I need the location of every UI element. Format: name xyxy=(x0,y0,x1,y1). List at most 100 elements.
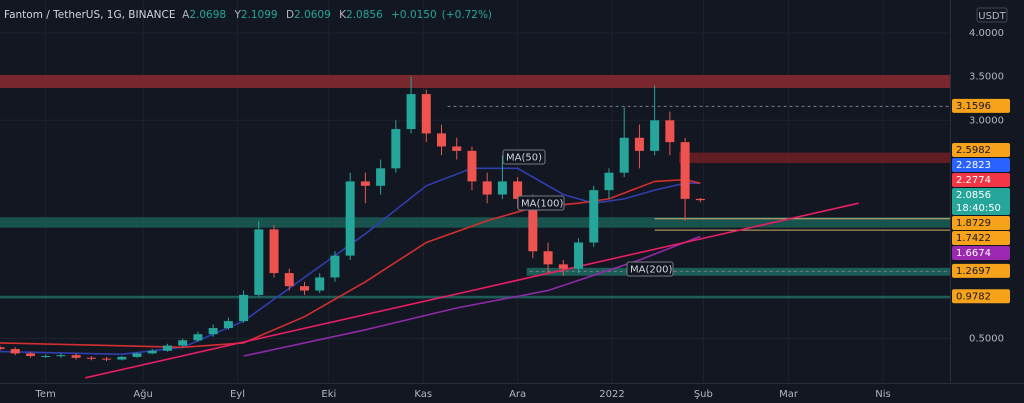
price-label: 2.0856 18:40:50 xyxy=(952,187,1010,215)
zone xyxy=(679,152,950,164)
moving-average xyxy=(0,178,701,349)
candle-body xyxy=(86,357,96,359)
ma-label-text: MA(200) xyxy=(630,265,672,276)
price-label-text: 2.2774 xyxy=(956,175,991,186)
candle-body xyxy=(208,328,218,335)
candle-body xyxy=(604,172,614,191)
currency-box[interactable] xyxy=(976,7,1008,23)
candle-body xyxy=(315,277,325,291)
candle-body xyxy=(558,264,568,269)
price-label-text: 1.7422 xyxy=(956,233,991,244)
candle-body xyxy=(147,350,157,354)
price-label-text: 2.2823 xyxy=(956,160,991,171)
candle-body xyxy=(650,120,660,151)
price-label: 2.2823 xyxy=(952,157,1010,172)
ohlc-name: K xyxy=(339,9,347,21)
candle-body xyxy=(619,137,629,173)
ohlc-value: 2.0609 xyxy=(294,9,331,21)
legend-header: Fantom / TetherUS, 1G, BINANCE A2.0698 Y… xyxy=(4,9,497,21)
price-label: 1.7422 xyxy=(952,230,1010,245)
price-label-text: 3.1596 xyxy=(956,101,991,112)
change: +0.0150 xyxy=(391,9,437,21)
price-label-text: 2.5982 xyxy=(956,145,991,156)
candle-body xyxy=(162,345,172,351)
symbol-title: Fantom / TetherUS, 1G, BINANCE xyxy=(4,9,176,21)
ohlc-name: D xyxy=(285,9,295,21)
price-label-box xyxy=(952,187,1010,215)
candle-body xyxy=(71,355,81,358)
ma-label: MA(100) xyxy=(517,195,565,211)
price-label-text: 1.6674 xyxy=(956,248,991,259)
x-tick-label: Ara xyxy=(509,389,526,400)
candle-body xyxy=(680,142,690,199)
candle-body xyxy=(345,181,355,256)
ma-label: MA(200) xyxy=(626,261,674,277)
y-tick-label: 0.5000 xyxy=(969,334,1004,345)
candle-body xyxy=(421,94,431,134)
candle-body xyxy=(117,356,127,360)
ohlc-value: 2.0698 xyxy=(189,9,227,21)
zone xyxy=(0,74,950,88)
candle-body xyxy=(452,146,462,151)
zone xyxy=(526,267,950,276)
price-label-text: 1.8729 xyxy=(956,218,991,229)
price-label: 3.1596 xyxy=(952,98,1010,113)
candle-body xyxy=(0,347,5,350)
ma-label-box xyxy=(626,261,674,277)
candle-body xyxy=(376,168,386,186)
x-tick-label: Mar xyxy=(779,389,799,400)
ma-label-text: MA(100) xyxy=(521,199,563,210)
price-label-box xyxy=(952,245,1010,260)
ohlc-value: 2.0856 xyxy=(346,9,383,21)
price-label-text: 0.9782 xyxy=(956,291,991,302)
price-label-box xyxy=(952,230,1010,245)
candle-body xyxy=(695,198,705,201)
candle-body xyxy=(299,286,309,291)
price-label-box xyxy=(952,263,1010,278)
ma-label-box xyxy=(517,195,565,211)
x-tick-label: Eyl xyxy=(230,389,245,400)
x-tick-label: Şub xyxy=(694,389,713,400)
price-label-text: 2.0856 xyxy=(956,190,991,201)
candle-body xyxy=(254,229,264,295)
plot-area xyxy=(0,0,950,383)
candle-body xyxy=(25,353,35,357)
candle-body xyxy=(574,242,584,269)
candle-body xyxy=(665,120,675,143)
countdown: 18:40:50 xyxy=(956,203,1001,214)
candle-body xyxy=(284,273,294,287)
price-label-box xyxy=(952,142,1010,157)
candle-body xyxy=(360,181,370,186)
ma-label: MA(50) xyxy=(502,149,546,165)
ohlc-name: Y xyxy=(234,9,241,21)
price-label: 0.9782 xyxy=(952,289,1010,304)
candle-body xyxy=(223,321,233,329)
x-tick-label: Tem xyxy=(35,389,56,400)
candle-body xyxy=(528,198,538,252)
trendline xyxy=(85,202,859,379)
ohlc-value: 2.1099 xyxy=(240,9,278,21)
candle-body xyxy=(102,358,112,360)
x-tick-label: 2022 xyxy=(599,389,624,400)
x-tick-label: Kas xyxy=(414,389,432,400)
zone xyxy=(0,217,950,228)
zone xyxy=(0,295,950,299)
price-label-box xyxy=(952,172,1010,187)
candle-body xyxy=(467,150,477,182)
candle-body xyxy=(239,294,249,322)
candle-body xyxy=(513,181,523,199)
x-tick-label: Nis xyxy=(875,389,890,400)
price-label-box xyxy=(952,98,1010,113)
change-percent: (+0.72%) xyxy=(441,9,493,21)
candle-body xyxy=(497,181,507,195)
price-label-text: 1.2697 xyxy=(956,266,991,277)
price-label: 1.8729 xyxy=(952,215,1010,230)
candle-body xyxy=(482,181,492,195)
y-tick-label: 4.0000 xyxy=(969,28,1004,39)
candle-body xyxy=(56,355,66,357)
x-tick-label: Ağu xyxy=(133,388,153,400)
y-tick-label: 3.5000 xyxy=(969,72,1004,83)
price-label-box xyxy=(952,157,1010,172)
